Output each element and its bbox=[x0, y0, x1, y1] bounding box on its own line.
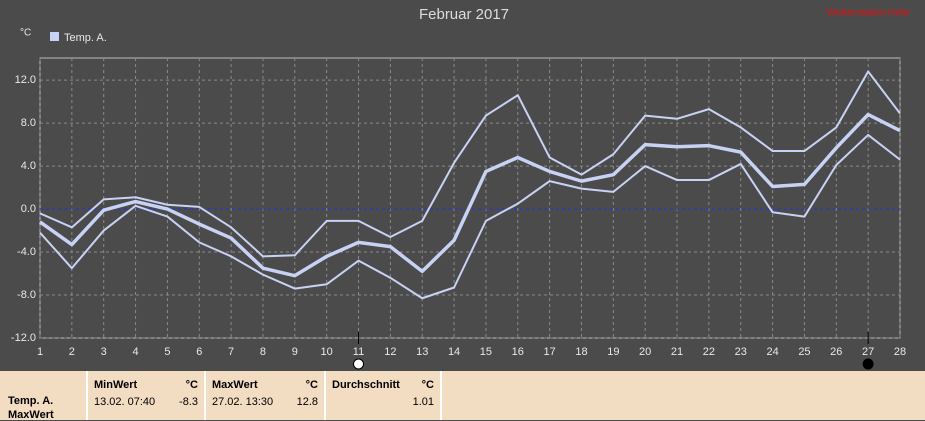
x-tick-label: 12 bbox=[384, 346, 396, 358]
x-tick-label: 1 bbox=[37, 346, 43, 358]
chart-title: Februar 2017 bbox=[419, 6, 509, 23]
stat-unit: °C bbox=[185, 379, 198, 391]
x-tick-label: 8 bbox=[260, 346, 266, 358]
y-tick-label: -12.0 bbox=[11, 332, 36, 344]
x-tick-label: 22 bbox=[703, 346, 715, 358]
day-icon bbox=[353, 358, 365, 370]
y-tick-label: 0.0 bbox=[21, 203, 36, 215]
stat-unit: °C bbox=[421, 379, 434, 391]
stat-value: -8.3 bbox=[179, 396, 198, 408]
stat-value: 12.8 bbox=[296, 396, 318, 408]
x-tick-label: 2 bbox=[69, 346, 75, 358]
stat-time: 27.02. 13:30 bbox=[212, 396, 274, 408]
stat-cell: Durchschnitt °C 1.01 bbox=[326, 371, 442, 420]
legend-swatch bbox=[50, 32, 59, 41]
y-tick-label: 8.0 bbox=[21, 117, 36, 129]
x-tick-label: 19 bbox=[607, 346, 619, 358]
x-tick-label: 25 bbox=[798, 346, 810, 358]
x-tick-label: 3 bbox=[101, 346, 107, 358]
stat-header: Durchschnitt bbox=[332, 379, 400, 391]
y-tick-label: -4.0 bbox=[17, 246, 36, 258]
y-tick-label: 4.0 bbox=[21, 160, 36, 172]
stat-value: 1.01 bbox=[412, 396, 434, 408]
x-tick-label: 11 bbox=[353, 346, 364, 358]
x-tick-label: 6 bbox=[196, 346, 202, 358]
stat-time: 13.02. 07:40 bbox=[94, 396, 156, 408]
x-tick-label: 13 bbox=[416, 346, 428, 358]
x-tick-label: 16 bbox=[512, 346, 524, 358]
series-line bbox=[39, 133, 901, 300]
row-label: MaxWert bbox=[8, 409, 54, 421]
y-tick-label: -8.0 bbox=[17, 289, 36, 301]
x-tick-label: 7 bbox=[228, 346, 234, 358]
x-tick-label: 9 bbox=[292, 346, 298, 358]
stat-header: MaxWert bbox=[212, 379, 258, 391]
x-tick-label: 10 bbox=[321, 346, 333, 358]
station-name: Wetterstation Hefe bbox=[827, 8, 910, 19]
x-tick-label: 18 bbox=[575, 346, 587, 358]
x-tick-label: 5 bbox=[164, 346, 170, 358]
legend-label: Temp. A. bbox=[64, 32, 107, 44]
x-tick-label: 20 bbox=[639, 346, 651, 358]
x-tick-label: 28 bbox=[894, 346, 906, 358]
row-label-cell: Temp. A. MaxWert bbox=[0, 371, 88, 421]
day-icon bbox=[862, 358, 874, 370]
x-tick-label: 26 bbox=[830, 346, 842, 358]
stat-cell: MinWert °C 13.02. 07:40 -8.3 bbox=[88, 371, 206, 420]
stat-cell: MaxWert °C 27.02. 13:30 12.8 bbox=[206, 371, 326, 420]
x-tick-label: 17 bbox=[544, 346, 556, 358]
x-tick-label: 14 bbox=[448, 346, 460, 358]
x-tick-label: 24 bbox=[766, 346, 778, 358]
x-tick-label: 21 bbox=[671, 346, 683, 358]
series-line bbox=[39, 70, 901, 258]
x-tick-label: 4 bbox=[132, 346, 138, 358]
x-tick-label: 15 bbox=[480, 346, 492, 358]
x-tick-label: 27 bbox=[862, 346, 874, 358]
x-tick-label: 23 bbox=[735, 346, 747, 358]
row-label: Temp. A. bbox=[8, 395, 54, 407]
series-line bbox=[38, 112, 901, 278]
stat-header: MinWert bbox=[94, 379, 138, 391]
y-tick-label: 12.0 bbox=[15, 74, 36, 86]
plot-area bbox=[39, 57, 901, 339]
stats-panel: Temp. A. MaxWert MinWert °C 13.02. 07:40… bbox=[0, 371, 925, 421]
y-unit: °C bbox=[20, 28, 31, 39]
stat-unit: °C bbox=[305, 379, 318, 391]
chart: Februar 2017 Wetterstation Hefe °C Temp.… bbox=[11, 6, 910, 370]
